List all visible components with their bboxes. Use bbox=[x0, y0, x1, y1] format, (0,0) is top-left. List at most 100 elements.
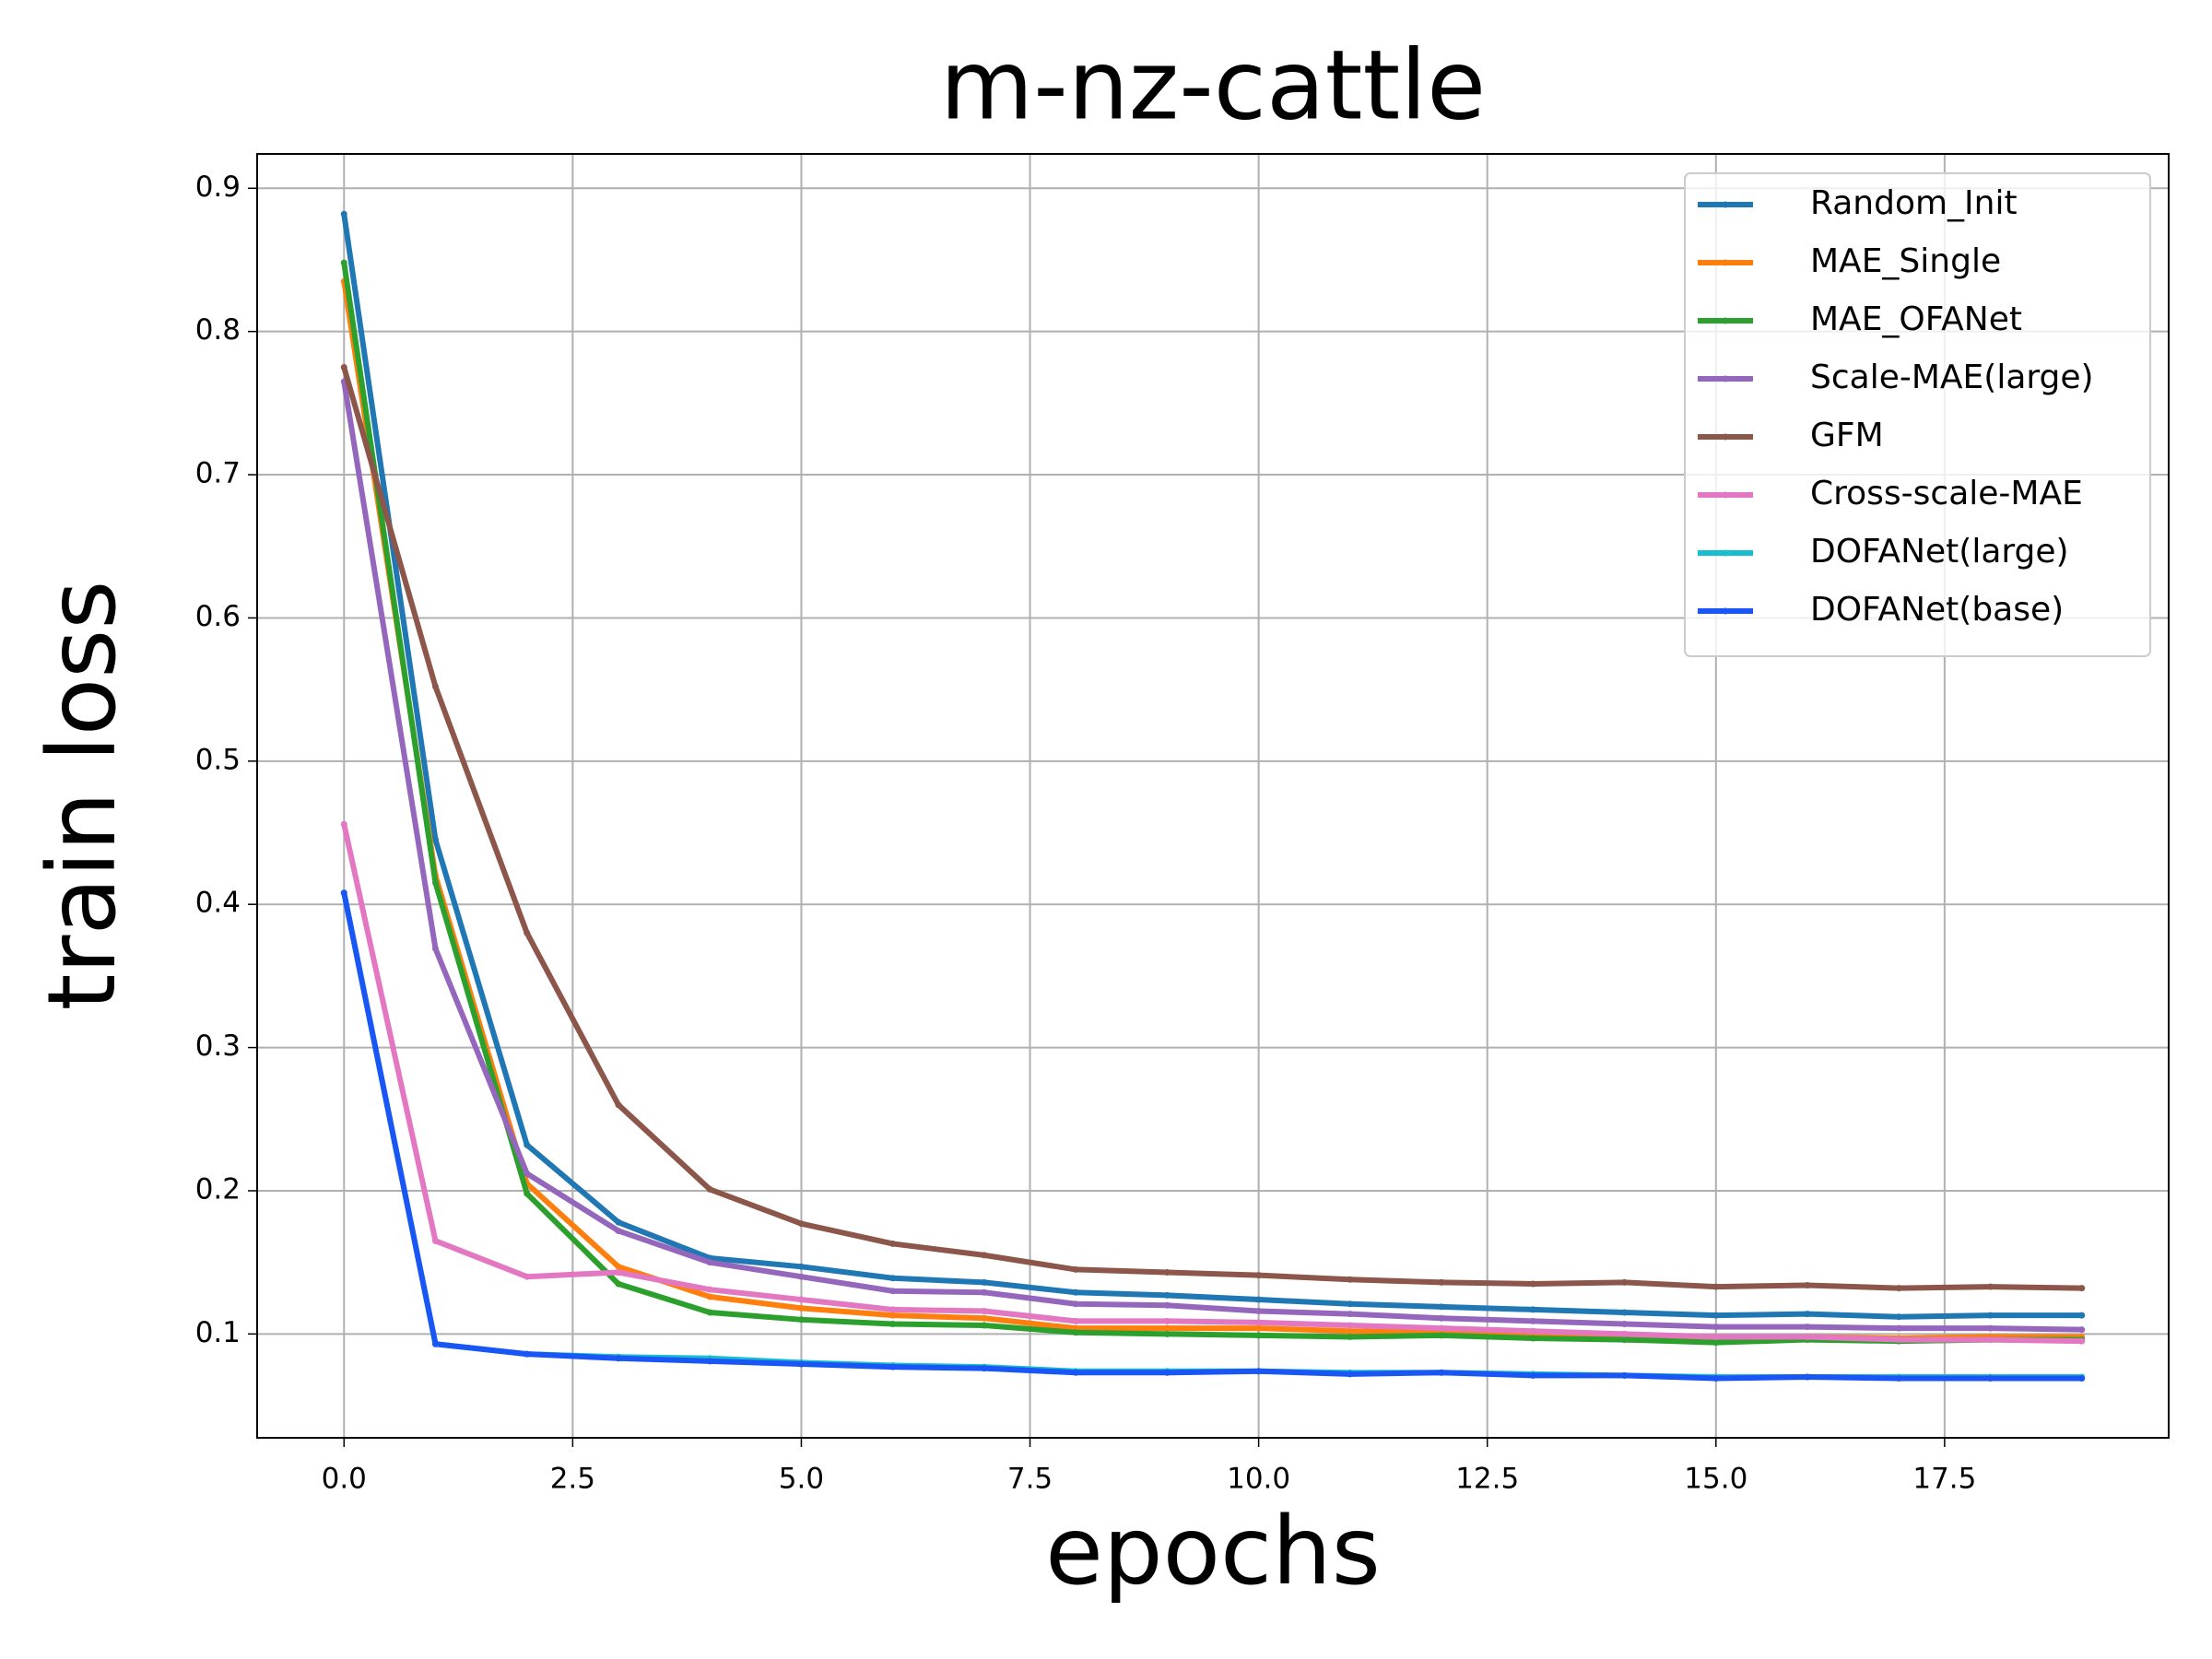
point bbox=[340, 820, 347, 828]
point bbox=[432, 945, 440, 952]
point bbox=[981, 1314, 988, 1322]
point bbox=[1255, 1324, 1263, 1332]
point bbox=[615, 1269, 622, 1277]
point bbox=[889, 1275, 897, 1282]
point bbox=[1895, 1313, 1902, 1321]
point bbox=[1347, 1327, 1354, 1335]
legend-swatch-marker bbox=[1722, 607, 1729, 615]
point bbox=[1072, 1369, 1079, 1376]
legend-label: DOFANet(large) bbox=[1810, 533, 2069, 571]
point bbox=[981, 1288, 988, 1296]
y-tick-label: 0.6 bbox=[195, 600, 241, 633]
point bbox=[1529, 1335, 1536, 1342]
point bbox=[2078, 1375, 2086, 1382]
point bbox=[797, 1220, 805, 1228]
plot-frame bbox=[256, 153, 2170, 1439]
point bbox=[1072, 1329, 1079, 1336]
point bbox=[1621, 1371, 1629, 1379]
point bbox=[706, 1185, 713, 1193]
legend-swatch-marker bbox=[1722, 433, 1729, 441]
series-line bbox=[341, 823, 2082, 1345]
x-tick-label: 5.0 bbox=[779, 1463, 824, 1496]
point bbox=[1347, 1300, 1354, 1308]
legend-swatch-marker bbox=[1722, 259, 1729, 266]
point bbox=[1529, 1371, 1536, 1379]
point bbox=[889, 1240, 897, 1247]
point bbox=[1072, 1300, 1079, 1308]
legend-label: Cross-scale-MAE bbox=[1810, 475, 2083, 512]
point bbox=[981, 1365, 988, 1372]
legend-label: Scale-MAE(large) bbox=[1810, 359, 2094, 396]
point bbox=[1895, 1324, 1902, 1332]
point bbox=[1712, 1324, 1720, 1331]
y-tick-label: 0.4 bbox=[195, 887, 241, 920]
point bbox=[981, 1278, 988, 1286]
point bbox=[615, 1280, 622, 1288]
point bbox=[706, 1309, 713, 1316]
legend-swatch-marker bbox=[1722, 201, 1729, 208]
point bbox=[797, 1360, 805, 1368]
point bbox=[1895, 1375, 1902, 1382]
point bbox=[981, 1252, 988, 1259]
point bbox=[340, 259, 347, 266]
point bbox=[524, 929, 531, 936]
point bbox=[1804, 1282, 1811, 1289]
point bbox=[889, 1288, 897, 1295]
point bbox=[1255, 1332, 1263, 1339]
legend-swatch-marker bbox=[1722, 491, 1729, 499]
legend-swatch-marker bbox=[1722, 375, 1729, 382]
point bbox=[1255, 1307, 1263, 1314]
series-line bbox=[341, 381, 2082, 1333]
point bbox=[706, 1286, 713, 1293]
legend-label: Random_Init bbox=[1810, 184, 2018, 222]
point bbox=[524, 1170, 531, 1177]
point bbox=[1163, 1269, 1171, 1277]
point bbox=[1621, 1330, 1629, 1337]
point bbox=[1255, 1319, 1263, 1326]
point bbox=[797, 1263, 805, 1270]
point bbox=[1163, 1369, 1171, 1376]
y-tick-label: 0.5 bbox=[195, 743, 241, 776]
point bbox=[2078, 1326, 2086, 1334]
x-tick-label: 15.0 bbox=[1684, 1463, 1747, 1496]
point bbox=[1163, 1324, 1171, 1332]
point bbox=[1163, 1317, 1171, 1324]
point bbox=[1529, 1327, 1536, 1335]
point bbox=[2078, 1337, 2086, 1345]
point bbox=[1529, 1306, 1536, 1313]
point bbox=[524, 1350, 531, 1358]
point bbox=[797, 1304, 805, 1312]
point bbox=[615, 1101, 622, 1109]
point bbox=[889, 1363, 897, 1371]
chart-title: m-nz-cattle bbox=[940, 29, 1486, 141]
point bbox=[1621, 1309, 1629, 1316]
point bbox=[1804, 1324, 1811, 1331]
point bbox=[615, 1227, 622, 1234]
point bbox=[1072, 1288, 1079, 1296]
y-axis-label: train loss bbox=[28, 581, 137, 1011]
point bbox=[797, 1296, 805, 1303]
y-tick-label: 0.2 bbox=[195, 1172, 241, 1206]
point bbox=[432, 1340, 440, 1347]
point bbox=[706, 1259, 713, 1266]
point bbox=[432, 836, 440, 843]
x-tick-label: 17.5 bbox=[1912, 1463, 1976, 1496]
point bbox=[1438, 1278, 1445, 1286]
x-tick-label: 2.5 bbox=[550, 1463, 595, 1496]
point bbox=[706, 1293, 713, 1300]
point bbox=[1347, 1371, 1354, 1378]
point bbox=[1529, 1280, 1536, 1288]
legend-label: MAE_OFANet bbox=[1810, 300, 2022, 338]
point bbox=[1712, 1283, 1720, 1290]
point bbox=[889, 1320, 897, 1327]
point bbox=[1347, 1276, 1354, 1283]
point bbox=[1712, 1333, 1720, 1340]
point bbox=[2078, 1312, 2086, 1319]
point bbox=[1986, 1324, 1994, 1332]
point bbox=[1529, 1317, 1536, 1324]
point bbox=[1163, 1330, 1171, 1337]
point bbox=[889, 1306, 897, 1313]
point bbox=[432, 879, 440, 887]
point bbox=[615, 1263, 622, 1270]
